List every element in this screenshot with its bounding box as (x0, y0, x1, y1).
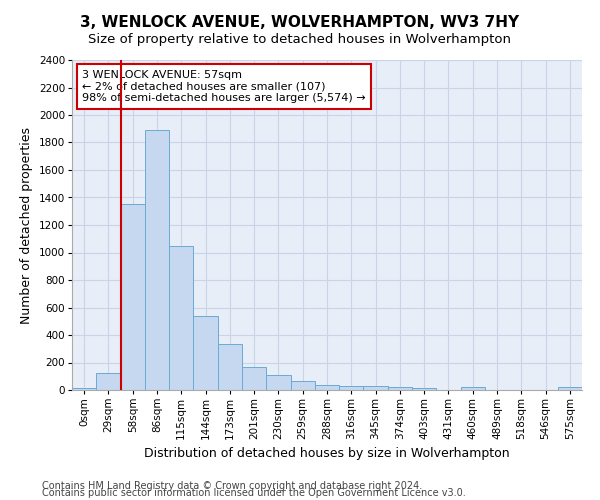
Bar (169, 246, 193, 390)
Bar (242, 367, 266, 390)
Bar (121, 204, 145, 390)
Text: Size of property relative to detached houses in Wolverhampton: Size of property relative to detached ho… (89, 32, 511, 46)
Y-axis label: Number of detached properties: Number of detached properties (20, 126, 33, 324)
Bar (96, 373, 121, 390)
Bar (290, 381, 315, 390)
Text: 3, WENLOCK AVENUE, WOLVERHAMPTON, WV3 7HY: 3, WENLOCK AVENUE, WOLVERHAMPTON, WV3 7H… (80, 15, 520, 30)
Bar (266, 375, 290, 390)
Text: 3 WENLOCK AVENUE: 57sqm
← 2% of detached houses are smaller (107)
98% of semi-de: 3 WENLOCK AVENUE: 57sqm ← 2% of detached… (82, 70, 366, 103)
Bar (558, 387, 582, 390)
Text: Contains HM Land Registry data © Crown copyright and database right 2024.: Contains HM Land Registry data © Crown c… (42, 481, 422, 491)
X-axis label: Distribution of detached houses by size in Wolverhampton: Distribution of detached houses by size … (144, 448, 510, 460)
Bar (315, 384, 339, 390)
Bar (461, 387, 485, 390)
Bar (412, 388, 436, 390)
Bar (388, 386, 412, 390)
Bar (193, 316, 218, 390)
Bar (218, 344, 242, 390)
Text: Contains public sector information licensed under the Open Government Licence v3: Contains public sector information licen… (42, 488, 466, 498)
Bar (339, 386, 364, 390)
Bar (364, 386, 388, 390)
Bar (72, 388, 96, 390)
Bar (145, 130, 169, 390)
